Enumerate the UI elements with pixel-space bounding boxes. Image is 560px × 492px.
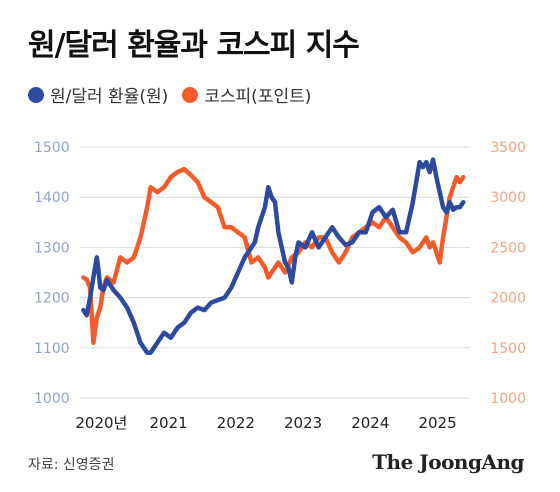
right-axis-tick-labels: 3500 3000 2500 2000 1500 1000	[490, 140, 526, 407]
left-tick-label: 1500	[34, 140, 70, 156]
legend: 원/달러 환율(원) 코스피(포인트)	[28, 82, 325, 107]
right-tick-label: 1000	[490, 391, 526, 407]
x-tick-label: 2023	[284, 414, 322, 432]
right-tick-label: 1500	[490, 341, 526, 357]
legend-label-kospi: 코스피(포인트)	[204, 87, 312, 107]
right-tick-label: 2500	[490, 240, 526, 256]
right-tick-label: 3000	[490, 190, 526, 206]
legend-item-fx: 원/달러 환율(원)	[28, 82, 168, 107]
series-line-fx	[81, 157, 466, 356]
legend-swatch-kospi	[182, 86, 199, 103]
x-axis-tick-labels: 2020년 2021 2022 2023 2024 2025	[75, 414, 456, 432]
x-tick-label: 2022	[217, 414, 255, 432]
x-tick-label: 2025	[418, 414, 456, 432]
chart-title: 원/달러 환율과 코스피 지수	[28, 28, 360, 63]
x-tick-label: 2024	[351, 414, 389, 432]
brand-logo: The JoongAng	[372, 450, 524, 474]
source-note: 자료: 신영증권	[28, 457, 115, 473]
left-tick-label: 1400	[34, 190, 70, 206]
left-tick-label: 1100	[34, 341, 70, 357]
grid-lines	[80, 146, 470, 399]
legend-label-fx: 원/달러 환율(원)	[50, 87, 169, 107]
left-tick-label: 1200	[34, 291, 70, 307]
x-tick-label: 2020년	[75, 414, 127, 432]
series-lines	[81, 157, 466, 356]
x-tick-label: 2021	[150, 414, 188, 432]
right-tick-label: 2000	[490, 291, 526, 307]
legend-item-kospi: 코스피(포인트)	[182, 82, 311, 107]
left-tick-label: 1000	[34, 391, 70, 407]
right-tick-label: 3500	[490, 140, 526, 156]
legend-swatch-fx	[28, 86, 44, 103]
left-tick-label: 1300	[34, 240, 70, 256]
left-axis-tick-labels: 1500 1400 1300 1200 1100 1000	[34, 140, 70, 407]
series-line-kospi	[81, 166, 466, 346]
